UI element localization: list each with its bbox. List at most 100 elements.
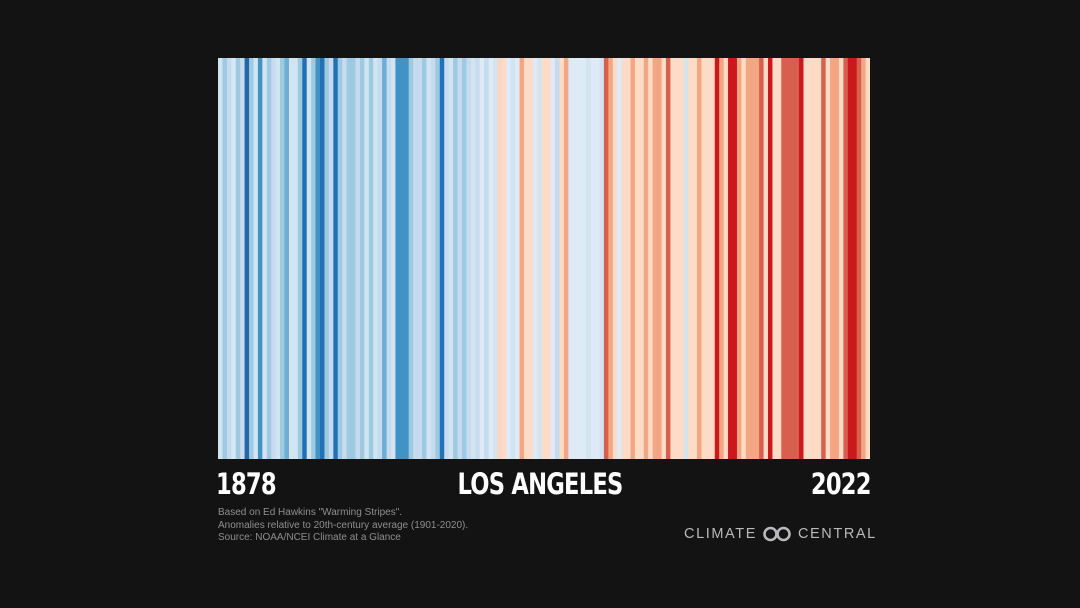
- stripe-year-18: [293, 58, 299, 459]
- stripe-year-15: [280, 58, 285, 459]
- stripe-year-93: [626, 58, 631, 459]
- stripe-year-82: [577, 58, 583, 459]
- climate-central-logo: CLIMATE CENTRAL: [684, 525, 877, 543]
- stripe-year-100: [657, 58, 662, 459]
- stripe-year-108: [692, 58, 698, 459]
- stripe-year-28: [337, 58, 343, 459]
- stripe-year-17: [288, 58, 294, 459]
- stripe-year-84: [586, 58, 591, 459]
- stripe-year-75: [546, 58, 552, 459]
- stripe-year-99: [652, 58, 658, 459]
- stripe-year-116: [728, 58, 733, 459]
- stripe-year-141: [838, 58, 844, 459]
- stripe-year-122: [754, 58, 760, 459]
- stripe-year-77: [555, 58, 560, 459]
- stripe-year-125: [767, 58, 773, 459]
- stripe-year-102: [665, 58, 671, 459]
- credits-block: Based on Ed Hawkins "Warming Stripes". A…: [218, 507, 468, 545]
- stripe-year-71: [528, 58, 534, 459]
- stripe-year-9: [253, 58, 259, 459]
- stripe-year-14: [275, 58, 281, 459]
- logo-text-left: CLIMATE: [684, 526, 757, 542]
- stripe-year-123: [759, 58, 764, 459]
- stripe-year-80: [568, 58, 574, 459]
- stripe-year-40: [390, 58, 396, 459]
- stripe-year-7: [244, 58, 250, 459]
- stripe-year-87: [599, 58, 605, 459]
- stripe-year-52: [444, 58, 449, 459]
- stripe-year-127: [776, 58, 782, 459]
- stripe-year-63: [492, 58, 498, 459]
- stripe-year-117: [732, 58, 738, 459]
- stripe-year-104: [674, 58, 680, 459]
- stripe-year-90: [612, 58, 618, 459]
- stripe-year-112: [710, 58, 716, 459]
- stripe-year-61: [484, 58, 489, 459]
- stripe-year-62: [488, 58, 494, 459]
- stripe-year-20: [302, 58, 308, 459]
- stripe-year-113: [714, 58, 720, 459]
- stripe-year-26: [328, 58, 334, 459]
- stripe-year-73: [537, 58, 543, 459]
- stripe-year-86: [595, 58, 600, 459]
- stripe-year-74: [541, 58, 547, 459]
- stripe-year-22: [311, 58, 316, 459]
- stripe-year-29: [342, 58, 347, 459]
- stripe-year-33: [359, 58, 365, 459]
- stripe-year-1: [218, 58, 223, 459]
- stripe-year-137: [821, 58, 826, 459]
- stripe-year-50: [435, 58, 441, 459]
- stripe-year-114: [719, 58, 724, 459]
- chart-title: LOS ANGELES: [457, 467, 623, 501]
- stripe-year-37: [377, 58, 383, 459]
- stripe-year-4: [231, 58, 237, 459]
- logo-text-right: CENTRAL: [797, 526, 877, 542]
- start-year-label: 1878: [216, 467, 277, 501]
- stripe-year-49: [430, 58, 436, 459]
- stripe-year-35: [368, 58, 374, 459]
- stripe-year-129: [785, 58, 791, 459]
- stripe-year-144: [852, 58, 858, 459]
- credit-line-baseline: Anomalies relative to 20th-century avera…: [218, 519, 469, 531]
- credit-line-source: Source: NOAA/NCEI Climate at a Glance: [218, 532, 401, 543]
- stripe-year-96: [639, 58, 645, 459]
- stripe-year-30: [346, 58, 352, 459]
- stripe-year-138: [825, 58, 831, 459]
- stripe-year-118: [736, 58, 742, 459]
- stripe-year-128: [781, 58, 787, 459]
- stripe-year-2: [222, 58, 228, 459]
- stripe-year-46: [417, 58, 423, 459]
- stripe-year-135: [812, 58, 818, 459]
- stripe-year-97: [643, 58, 649, 459]
- stripe-year-92: [621, 58, 627, 459]
- stripe-year-81: [572, 58, 578, 459]
- stripe-year-94: [630, 58, 636, 459]
- stripe-year-65: [501, 58, 507, 459]
- stripe-year-51: [439, 58, 445, 459]
- stripe-year-12: [266, 58, 272, 459]
- stripe-year-59: [475, 58, 481, 459]
- stripe-year-56: [461, 58, 467, 459]
- stripe-year-147: [865, 58, 870, 459]
- stripe-year-103: [670, 58, 676, 459]
- stripe-year-42: [399, 58, 405, 459]
- stripe-year-64: [497, 58, 503, 459]
- stripe-year-133: [803, 58, 809, 459]
- stripe-year-70: [524, 58, 529, 459]
- stripe-year-41: [395, 58, 401, 459]
- stripe-year-36: [373, 58, 379, 459]
- stripe-year-11: [262, 58, 268, 459]
- stripe-year-115: [723, 58, 729, 459]
- stripe-year-23: [315, 58, 321, 459]
- stripe-year-55: [457, 58, 463, 459]
- stripe-year-19: [297, 58, 303, 459]
- infinity-icon: [763, 526, 791, 542]
- stripe-year-142: [843, 58, 849, 459]
- stripe-year-105: [679, 58, 685, 459]
- stripe-year-16: [284, 58, 290, 459]
- stripe-year-88: [603, 58, 609, 459]
- stripe-year-130: [790, 58, 795, 459]
- stripe-year-48: [426, 58, 432, 459]
- stripe-year-85: [590, 58, 596, 459]
- stripe-year-76: [550, 58, 556, 459]
